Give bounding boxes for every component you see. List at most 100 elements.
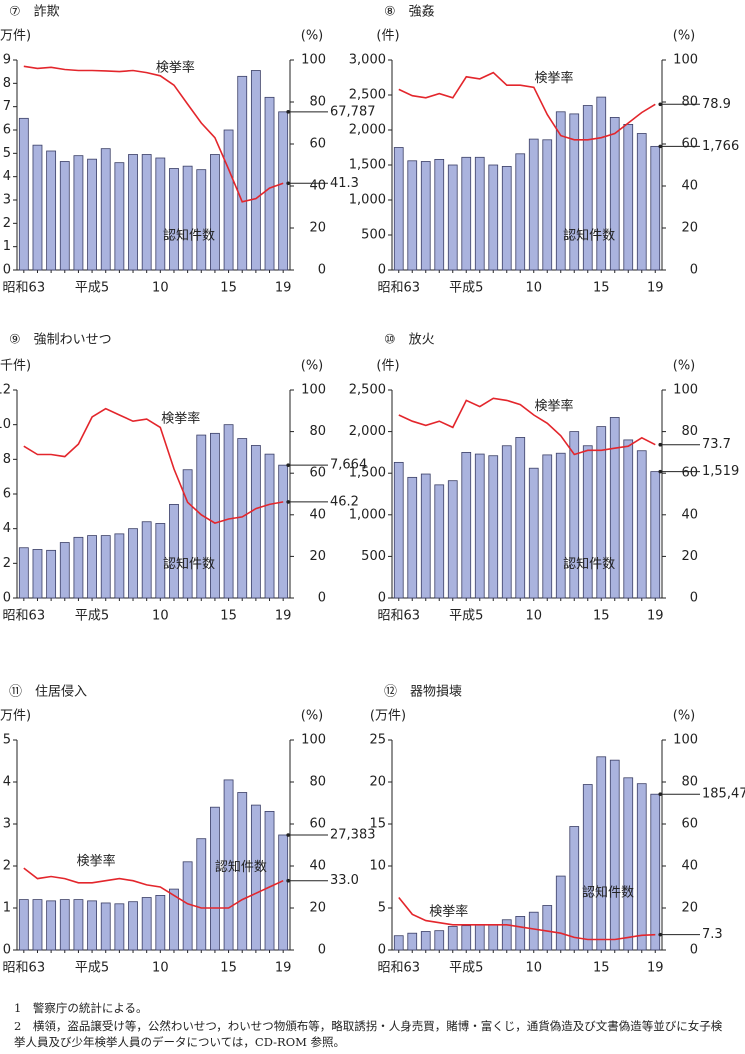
y2-tick-label: 80 [681,95,698,110]
bar [569,826,580,951]
bar [18,117,29,271]
y2-tick-label: 40 [681,507,698,522]
value-label: 27,383 [330,827,376,842]
bar [237,792,248,951]
y-tick-label: 15 [369,817,386,832]
rate-line [398,71,656,141]
bar [582,105,593,271]
y2-tick-label: 20 [681,901,698,916]
series-name: 検挙率 [77,853,116,869]
x-tick-label: 平成5 [75,281,109,296]
bar [393,147,404,271]
y2-tick-label: 0 [318,591,326,606]
bar [501,919,512,951]
y2-tick-label: 80 [681,424,698,439]
y2-tick-label: 80 [309,95,326,110]
x-tick-label: 昭和63 [3,281,46,296]
bar [650,793,661,951]
x-tick-label: 平成5 [449,961,483,976]
y2-tick-label: 100 [301,53,326,68]
y-tick-label: 7 [3,99,11,114]
chart-title: ⑦ 詐欺 [9,4,60,20]
bar [210,806,220,951]
y2-tick-label: 20 [309,901,326,916]
y2-tick-label: 20 [309,221,326,236]
series-name: 検挙率 [534,398,573,414]
bar [250,445,261,599]
y-tick-label: 500 [361,549,386,564]
bar [73,899,84,951]
bar [169,503,179,599]
bar [46,150,57,271]
bar [447,926,458,951]
y-axis-label: (件) [376,29,399,44]
y-tick-label: 9 [3,53,11,68]
bar [141,154,152,271]
bar [569,431,580,599]
y-tick-label: 3 [3,817,11,832]
x-tick-label: 平成5 [75,961,109,976]
y-tick-label: 3 [3,193,11,208]
bar [264,453,275,599]
bar [141,521,152,599]
y2-axis-label: (%) [673,359,696,374]
y-tick-label: 0 [378,591,386,606]
bar [59,899,70,951]
bar [447,480,458,599]
y-tick-label: 3,000 [349,53,386,68]
y-tick-label: 4 [3,521,11,536]
bar [528,467,539,599]
x-tick-label: 19 [275,281,292,296]
bar [73,536,84,599]
rate-line [398,397,656,456]
y-tick-label: 10 [0,417,11,432]
chart-title: ⑫ 器物損壊 [384,685,462,700]
bar [555,452,566,599]
bar [278,834,289,951]
x-tick-label: 昭和63 [3,609,46,624]
bar [32,144,43,271]
series-name: 認知件数 [215,859,267,875]
bar [596,96,607,271]
bar [114,533,125,599]
y-tick-label: 0 [378,263,386,278]
arrow-head [658,792,663,797]
bar [32,549,43,599]
y-tick-label: 10 [369,859,386,874]
y-tick-label: 5 [3,146,11,161]
arrow-head [286,110,290,114]
bar [434,484,445,599]
x-tick-label: 19 [647,961,664,976]
y2-tick-label: 100 [673,53,698,68]
x-tick-label: 19 [275,961,292,976]
chart-title: ⑧ 強姦 [384,4,435,20]
y2-tick-label: 60 [681,137,698,152]
y-tick-label: 1,500 [349,158,386,173]
series-name: 検挙率 [429,903,468,919]
y-tick-label: 5 [3,733,11,748]
value-label: 33.0 [330,873,359,888]
x-tick-label: 平成5 [449,609,483,624]
bar [155,157,166,271]
y-tick-label: 1,500 [349,466,386,481]
bar [250,70,261,271]
bar [100,535,111,599]
series-name: 認知件数 [582,884,634,900]
bar [87,535,97,599]
bar [623,439,634,599]
y-tick-label: 1,000 [349,193,386,208]
bar [73,155,84,271]
bar [87,900,97,951]
bar [237,438,248,599]
y2-tick-label: 80 [309,424,326,439]
bar [528,911,539,951]
bar [515,437,526,599]
rate-line [23,407,284,524]
bar [407,160,418,271]
y2-tick-label: 20 [309,549,326,564]
y-tick-label: 2,000 [349,123,386,138]
rate-line [398,896,656,941]
y-tick-label: 8 [3,76,11,91]
arrow-head [286,833,290,837]
bar [461,925,472,951]
